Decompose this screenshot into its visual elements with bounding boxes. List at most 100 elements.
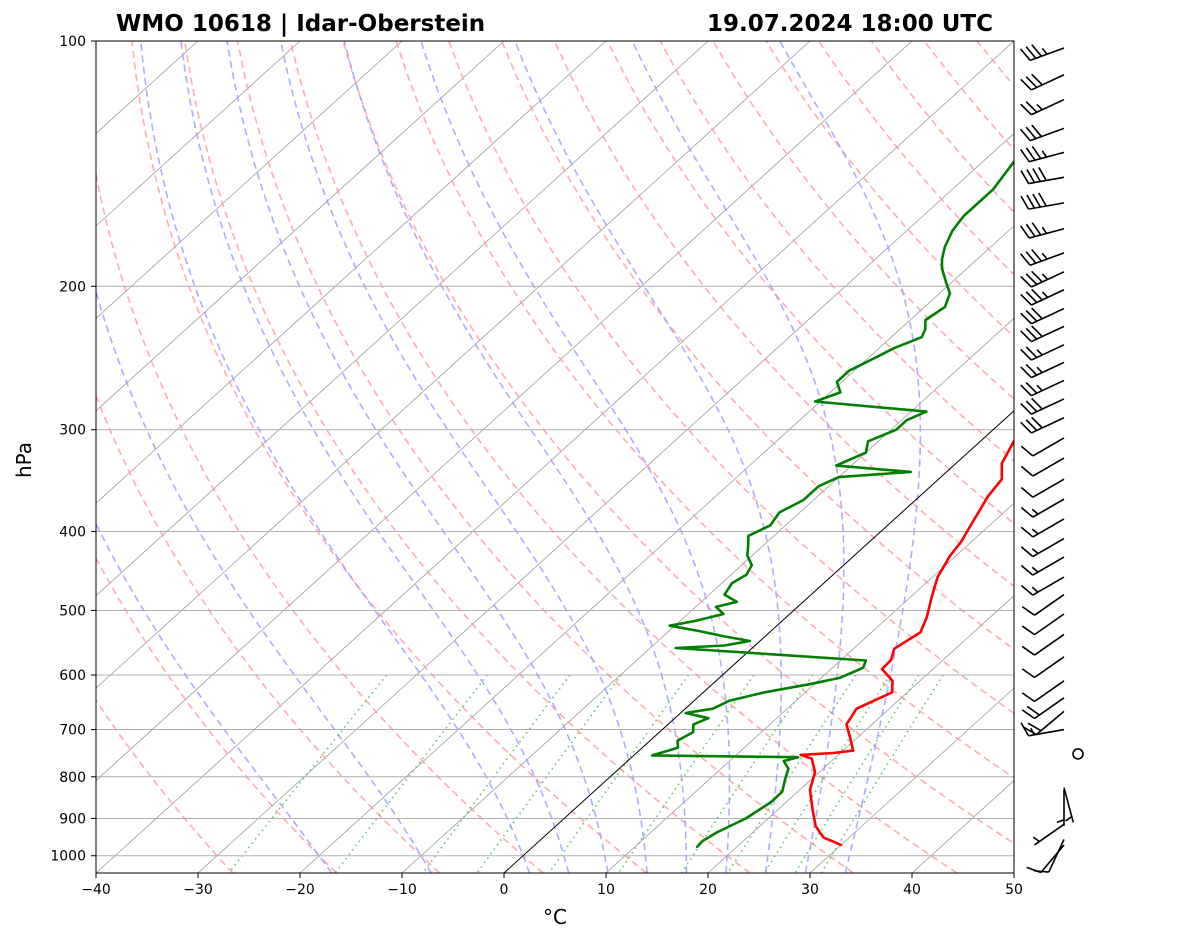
barb-full-feather xyxy=(1025,327,1038,340)
moist-adiabat-line xyxy=(96,288,432,873)
background-lines xyxy=(96,41,1181,873)
dry-adiabat-line xyxy=(289,41,958,873)
wind-barb xyxy=(1072,748,1084,760)
wind-barb xyxy=(1020,325,1065,343)
barb-full-feather xyxy=(1031,307,1043,320)
mixing-ratio-line xyxy=(820,674,944,873)
barb-full-feather xyxy=(1025,273,1038,286)
isotherm-line xyxy=(1013,872,1014,873)
barb-half-feather xyxy=(1031,566,1039,573)
barb-full-feather xyxy=(1031,288,1043,301)
wind-barb xyxy=(1020,288,1065,306)
zero-isotherm xyxy=(503,410,1014,873)
dry-adiabat-line xyxy=(1136,41,1181,873)
barb-full-feather xyxy=(1020,275,1032,288)
barb-shaft xyxy=(1034,656,1065,679)
y-tick-label: 600 xyxy=(59,668,86,684)
barb-full-feather xyxy=(1020,584,1034,596)
barb-half-feather xyxy=(1036,384,1043,392)
barb-full-feather xyxy=(1020,384,1032,397)
dry-adiabat-line xyxy=(96,170,544,873)
barb-full-feather xyxy=(1021,605,1035,616)
y-axis-ticks: 100 200 300 400 500 600 700 800 900 1000 xyxy=(50,34,96,865)
barb-full-feather xyxy=(1020,348,1032,361)
dry-adiabat-line xyxy=(96,393,441,873)
dry-adiabat-line xyxy=(1083,41,1181,873)
wind-barb xyxy=(1020,270,1065,288)
plot-frame xyxy=(95,40,1015,874)
barb-full-feather xyxy=(1026,194,1036,209)
barb-full-feather xyxy=(1021,692,1035,703)
wind-barb xyxy=(1020,537,1065,558)
barb-full-feather xyxy=(1020,526,1034,538)
isotherm-line xyxy=(401,317,1014,873)
isotherm-line xyxy=(96,41,505,412)
barb-full-feather xyxy=(1025,419,1038,431)
barb-half-feather xyxy=(1056,819,1065,824)
wind-barb xyxy=(1019,145,1065,163)
isotherm-line xyxy=(96,41,403,319)
mixing-ratio-line xyxy=(334,674,488,873)
barb-full-feather xyxy=(1025,76,1038,88)
barb-full-feather xyxy=(1020,465,1034,477)
barb-full-feather xyxy=(1020,722,1030,737)
wind-barb xyxy=(1021,697,1065,720)
isotherm-line xyxy=(605,502,1014,873)
barb-half-feather xyxy=(1031,508,1039,515)
wind-barb xyxy=(1020,98,1065,116)
barb-half-feather xyxy=(1036,103,1043,111)
barb-full-feather xyxy=(1025,346,1038,359)
barb-shaft xyxy=(1031,361,1065,379)
barb-shaft xyxy=(1048,839,1065,873)
mixing-ratio-line xyxy=(422,674,571,873)
isotherm-line xyxy=(911,780,1014,873)
moist-adiabat-line xyxy=(96,522,333,873)
barb-full-feather xyxy=(1032,193,1042,208)
wind-barb xyxy=(1021,593,1065,616)
barb-half-feather xyxy=(1065,815,1073,822)
barb-full-feather xyxy=(1025,310,1038,322)
barb-full-feather xyxy=(1031,124,1043,138)
wind-barb xyxy=(1020,192,1065,210)
x-tick-label: −10 xyxy=(387,882,417,898)
barb-half-feather xyxy=(1041,291,1049,298)
mixing-ratio-line xyxy=(794,674,920,873)
barb-full-feather xyxy=(1031,325,1043,338)
dry-adiabat-line xyxy=(448,41,1014,715)
dry-adiabat-line xyxy=(817,41,1014,276)
wind-barb xyxy=(1021,633,1065,656)
moist-adiabat-line xyxy=(226,41,609,873)
dry-adiabat-line xyxy=(870,41,1014,214)
barb-full-feather xyxy=(1020,78,1032,91)
chart-datetime: 19.07.2024 18:00 UTC xyxy=(707,11,993,37)
barb-full-feather xyxy=(1032,168,1042,182)
barb-full-feather xyxy=(1020,330,1032,343)
wind-barb xyxy=(1021,680,1065,703)
isotherm-line xyxy=(197,132,1014,873)
y-tick-label: 900 xyxy=(59,811,86,827)
barb-full-feather xyxy=(1026,169,1036,183)
wind-barb xyxy=(1020,576,1065,596)
moist-adiabat-line xyxy=(180,41,570,873)
pressure-grid-lines xyxy=(96,41,1014,857)
barb-full-feather xyxy=(1038,192,1047,207)
isotherm-line xyxy=(96,41,811,689)
mixing-ratio-line xyxy=(680,674,814,873)
y-tick-label: 1000 xyxy=(50,849,86,865)
wind-barb xyxy=(1019,124,1065,142)
barb-full-feather xyxy=(1031,416,1043,429)
barb-shaft xyxy=(1031,289,1065,306)
wind-barb xyxy=(1020,307,1065,325)
isotherm-line xyxy=(96,41,607,504)
wind-barb xyxy=(1020,457,1065,477)
y-axis-label: hPa xyxy=(12,442,36,478)
barb-full-feather xyxy=(1031,44,1043,57)
profile-series xyxy=(650,159,1014,849)
barb-half-feather xyxy=(1041,273,1049,280)
x-tick-label: 10 xyxy=(597,882,615,898)
x-tick-label: −20 xyxy=(285,882,315,898)
barb-full-feather xyxy=(1031,270,1043,283)
barb-full-feather xyxy=(1020,103,1032,116)
mixing-ratio-line xyxy=(727,674,857,873)
